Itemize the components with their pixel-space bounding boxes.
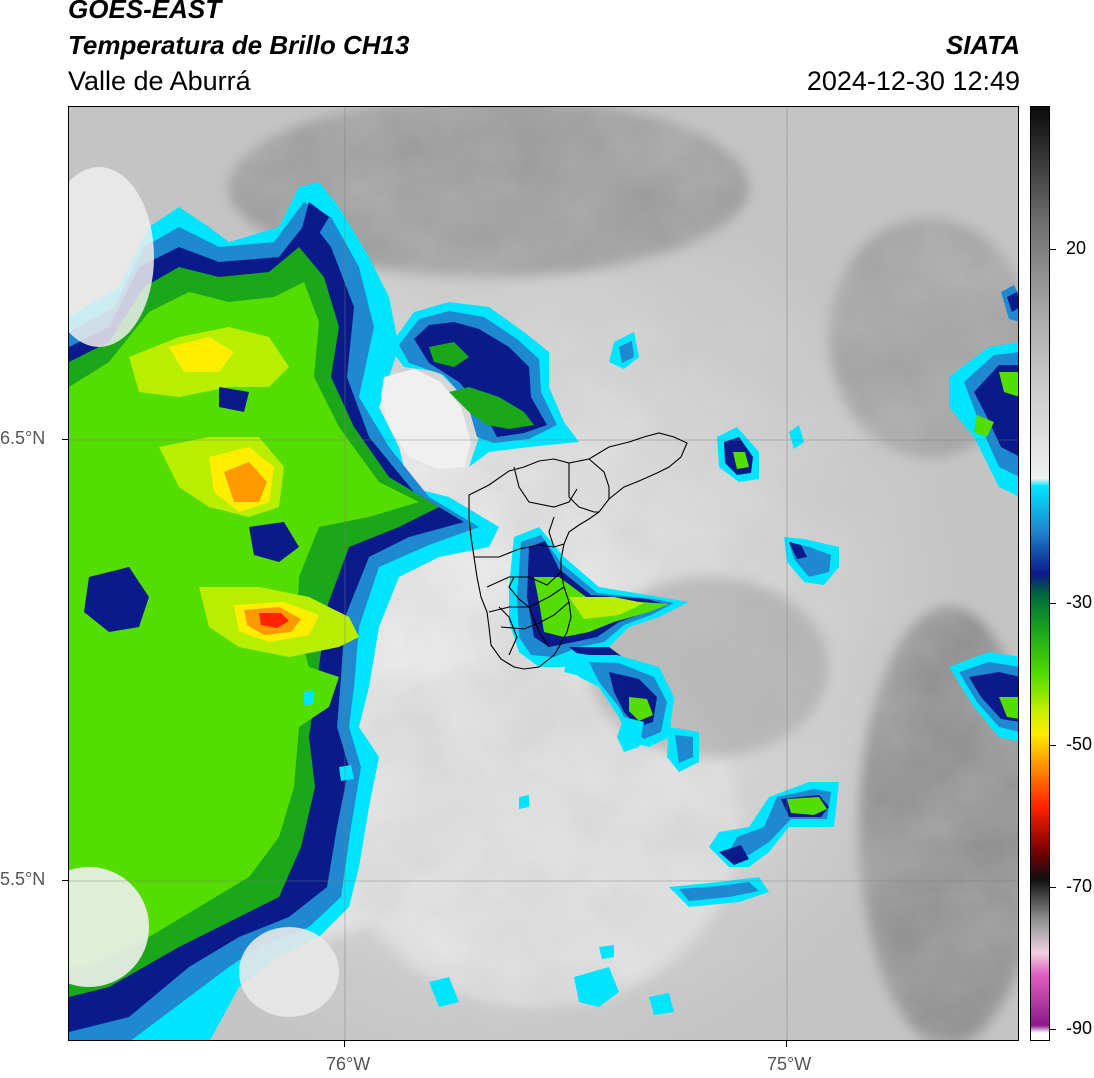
- far-east-cells: [949, 285, 1018, 742]
- lat-label-6-5: 6.5°N: [0, 428, 46, 448]
- cbar-tick-neg30: [1050, 603, 1056, 604]
- cbar-label-neg30: -30: [1066, 592, 1093, 612]
- eastern-small-cells: [609, 332, 839, 752]
- xtick-76w: [344, 1041, 345, 1047]
- cbar-label-neg90: -90: [1066, 1018, 1093, 1038]
- grid-lines: [69, 107, 1018, 1040]
- central-storm: [509, 527, 699, 772]
- product-title: Temperatura de Brillo CH13: [68, 30, 410, 60]
- ytick-6-5: [62, 439, 68, 440]
- xtick-75w: [786, 1041, 787, 1047]
- cbar-tick-neg50: [1050, 745, 1056, 746]
- southeast-storm: [669, 782, 839, 907]
- cbar-label-neg70: -70: [1066, 876, 1093, 896]
- cbar-label-neg50: -50: [1066, 734, 1093, 754]
- lon-label-76w: 76°W: [326, 1054, 371, 1074]
- scattered-cells: [304, 690, 674, 1015]
- cbar-tick-neg70: [1050, 887, 1056, 888]
- lat-label-5-5: 5.5°N: [0, 869, 46, 889]
- aburra-valley-boundaries: [468, 432, 688, 670]
- satellite-map: [68, 106, 1019, 1041]
- cbar-tick-neg90: [1050, 1029, 1056, 1030]
- satellite-title: GOES-EAST: [68, 0, 222, 24]
- lon-label-75w: 75°W: [767, 1054, 812, 1074]
- clear-patches: [69, 167, 339, 1017]
- ytick-5-5: [62, 880, 68, 881]
- region-label: Valle de Aburrá: [68, 66, 251, 96]
- cbar-tick-20: [1050, 249, 1056, 250]
- north-central-storm: [381, 302, 579, 469]
- cbar-label-20: 20: [1066, 238, 1087, 258]
- datetime-label: 2024-12-30 12:49: [806, 66, 1020, 96]
- western-storm-system: [69, 182, 499, 1040]
- colorbar: [1030, 106, 1050, 1041]
- source-label: SIATA: [945, 30, 1020, 60]
